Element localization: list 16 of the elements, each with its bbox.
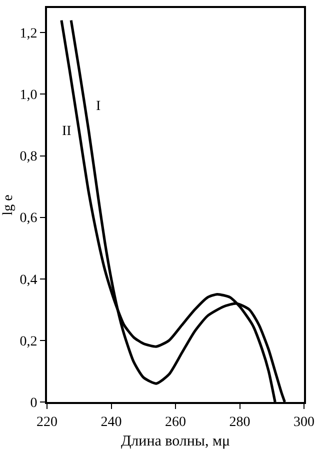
x-tick-label: 300 [294,414,314,430]
x-tick-label: 220 [36,414,58,430]
x-axis-title: Длина волны, мμ [120,433,230,450]
y-tick-label: 0,8 [20,150,38,165]
y-tick-label: 1,2 [20,26,38,42]
y-tick-label: 0,4 [20,272,38,288]
x-tick-label: 260 [165,414,186,430]
y-tick-label: 0,6 [20,211,38,226]
y-tick-label: 0,2 [20,334,38,350]
x-tick-label: 280 [229,414,250,430]
series-label: II [62,124,72,139]
y-axis-title: lg e [0,194,16,216]
x-tick-label: 240 [100,414,122,430]
y-tick-label: 1,0 [20,88,38,104]
y-tick-label: 0 [30,396,38,411]
series-label: I [96,99,101,114]
